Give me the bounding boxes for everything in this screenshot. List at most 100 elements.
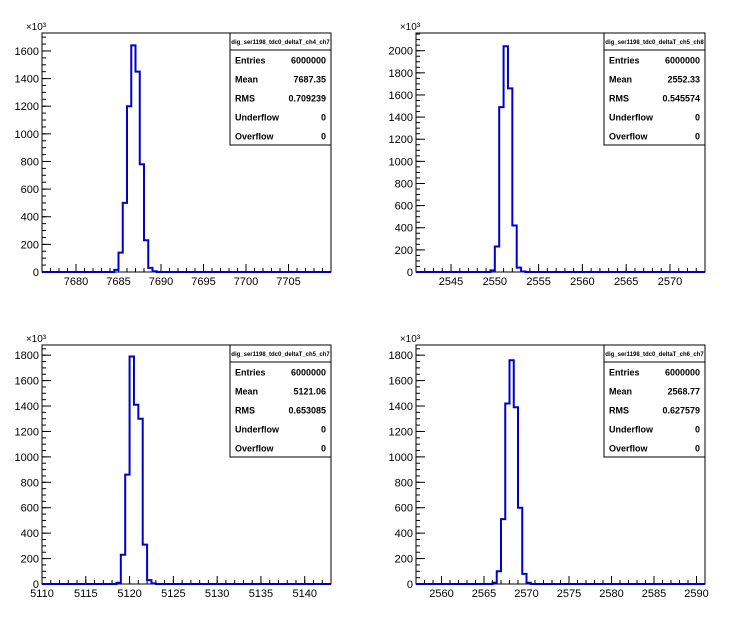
y-tick-label: 1000 <box>389 156 413 168</box>
histogram-bin <box>497 571 501 584</box>
y-tick-label: 1200 <box>15 426 39 438</box>
histogram-bin <box>138 419 142 584</box>
histogram-bin <box>131 45 135 272</box>
stats-box: dig_ser1198_tdc0_deltaT_ch5_ch7 Entries 60… <box>229 344 332 458</box>
y-tick-label: 1200 <box>15 101 39 113</box>
stats-label: Overflow <box>609 444 649 454</box>
x-tick-label: 7700 <box>234 276 258 288</box>
histogram-bin <box>151 583 155 584</box>
histogram-line <box>42 355 331 585</box>
y-tick-label: 1800 <box>15 350 39 362</box>
x-tick-label: 7705 <box>276 276 300 288</box>
y-tick-label: 2000 <box>389 46 413 58</box>
stats-value: 5121.06 <box>293 387 326 397</box>
stats-label: RMS <box>609 94 629 104</box>
stats-value: 0 <box>695 425 700 435</box>
histogram-bin <box>512 226 516 272</box>
histogram-bin <box>518 508 522 584</box>
stats-value: 6000000 <box>665 56 700 66</box>
histogram-bin <box>510 360 514 584</box>
histogram-bins <box>493 360 531 584</box>
x-tick-label: 2590 <box>684 588 708 600</box>
x-tick-label: 2550 <box>483 276 507 288</box>
x-tick-label: 2570 <box>514 588 538 600</box>
y-tick-label: 200 <box>21 239 39 251</box>
stats-label: Underflow <box>235 425 280 435</box>
y-tick-label: 0 <box>407 579 413 591</box>
stats-value: 0 <box>695 132 700 142</box>
x-tick-label: 7680 <box>64 276 88 288</box>
x-tick-label: 7695 <box>191 276 215 288</box>
x-tick-label: 2570 <box>658 276 682 288</box>
y-tick-label: 400 <box>395 223 413 235</box>
histogram-bin <box>501 519 505 584</box>
stats-value: 0.627579 <box>662 406 700 416</box>
x-tick-label: 5130 <box>205 588 229 600</box>
stats-label: Entries <box>609 368 640 378</box>
y-tick-label: 800 <box>21 477 39 489</box>
stats-value: 7687.35 <box>293 75 326 85</box>
y-tick-label: 600 <box>395 503 413 515</box>
x-tick-label: 2585 <box>642 588 666 600</box>
histogram-line <box>416 45 705 273</box>
y-tick-label: 0 <box>407 267 413 279</box>
y-tick-label: 400 <box>395 528 413 540</box>
y-tick-label: 800 <box>21 156 39 168</box>
x-tick-label: 2545 <box>439 276 463 288</box>
stats-label: Underflow <box>609 425 654 435</box>
histogram-bin <box>114 270 118 272</box>
histogram-bin <box>116 583 120 584</box>
histogram-bin <box>136 72 140 272</box>
stats-label: Entries <box>235 56 266 66</box>
histogram-bin <box>147 580 151 584</box>
y-tick-label: 1600 <box>389 90 413 102</box>
x-tick-label: 5110 <box>30 588 54 600</box>
stats-label: Mean <box>609 387 632 397</box>
stats-value: 0 <box>695 444 700 454</box>
stats-value: 0 <box>321 132 326 142</box>
y-tick-label: 1000 <box>15 129 39 141</box>
stats-box: dig_ser1198_tdc0_deltaT_ch4_ch7 Entries 60… <box>229 32 332 146</box>
stats-value: 2552.33 <box>667 75 700 85</box>
x-tick-label: 5135 <box>249 588 273 600</box>
histogram-pad-3: 5110 5115 5120 5125 5130 5135 5140 0 200 400 600 80… <box>15 334 332 600</box>
y-multiplier-label: ×10³ <box>400 334 421 345</box>
histogram-bin <box>130 356 134 584</box>
stats-value: 0 <box>321 113 326 123</box>
histogram-pad-4: 2560 2565 2570 2575 2580 2585 2590 0 200 400 600 80… <box>389 334 709 600</box>
x-tick-label: 5140 <box>292 588 316 600</box>
stats-box: dig_ser1198_tdc0_deltaT_ch5_ch8 Entries 60… <box>603 32 706 146</box>
y-minor-ticks <box>42 348 46 585</box>
y-tick-label: 400 <box>21 212 39 224</box>
stats-value: 6000000 <box>291 56 326 66</box>
stats-value: 0 <box>321 444 326 454</box>
y-tick-label: 800 <box>395 477 413 489</box>
y-tick-label: 1400 <box>15 401 39 413</box>
histogram-bins <box>114 45 157 272</box>
histogram-bin <box>140 164 144 272</box>
stats-value: 0.545574 <box>662 94 700 104</box>
x-tick-label: 2565 <box>472 588 496 600</box>
y-tick-label: 1600 <box>15 376 39 388</box>
x-tick-label: 2555 <box>526 276 550 288</box>
stats-value: 6000000 <box>291 368 326 378</box>
histogram-bin <box>514 407 518 584</box>
histogram-bin <box>121 555 125 584</box>
histogram-bin <box>125 475 129 584</box>
stats-value: 0 <box>321 425 326 435</box>
histogram-bin <box>495 247 499 272</box>
histogram-pad-1: 7680 7685 7690 7695 7700 7705 0 200 400 600 800 100… <box>15 22 332 288</box>
histogram-bins <box>490 46 525 272</box>
stats-value: 2568.77 <box>667 387 700 397</box>
x-tick-label: 5125 <box>161 588 185 600</box>
stats-label: Overflow <box>235 132 275 142</box>
y-tick-label: 1600 <box>389 376 413 388</box>
stats-box-frame <box>229 344 332 458</box>
stats-label: Entries <box>235 368 266 378</box>
y-tick-label: 600 <box>21 503 39 515</box>
stats-value: 0.709239 <box>288 94 326 104</box>
y-tick-label: 1000 <box>389 452 413 464</box>
stats-label: RMS <box>235 94 255 104</box>
y-tick-label: 200 <box>21 554 39 566</box>
